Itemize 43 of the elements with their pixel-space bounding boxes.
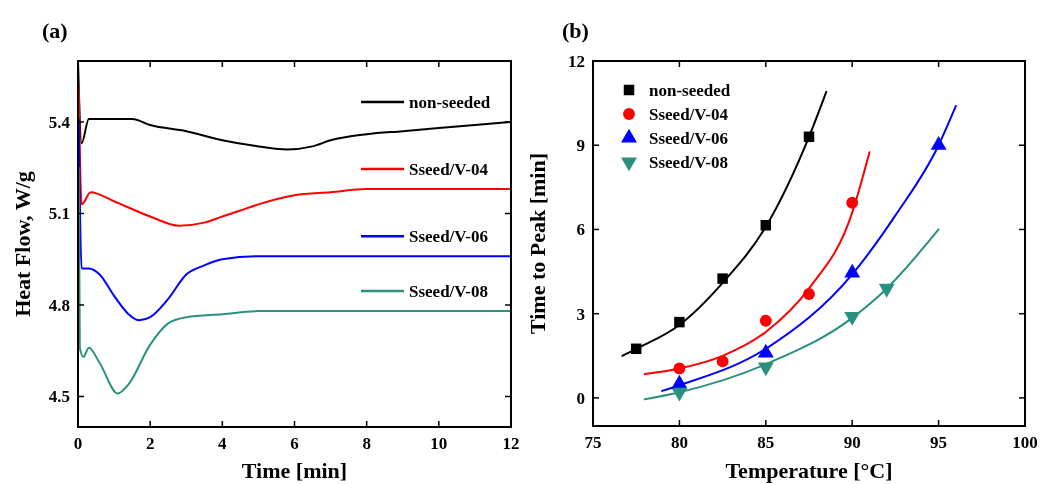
chart-title: (a): [42, 18, 68, 43]
y-axis-title: Heat Flow, W/g: [10, 171, 35, 317]
x-tick-label: 90: [843, 433, 861, 452]
y-tick-label: 6: [576, 220, 585, 240]
y-tick-label: 5.4: [48, 112, 71, 132]
legend-label: non-seeded: [409, 92, 491, 112]
line-series: [78, 84, 511, 227]
x-tick-label: 85: [757, 433, 775, 452]
line-series: [643, 151, 871, 376]
x-tick-label: 6: [290, 434, 299, 453]
y-tick-label: 5.1: [48, 204, 70, 224]
line-series: [78, 117, 511, 322]
legend-label: non-seeded: [649, 80, 731, 100]
legend-label: Sseed/V-06: [409, 227, 489, 247]
chart-title: (b): [562, 18, 589, 43]
x-tick-label: 2: [145, 434, 155, 453]
x-tick-label: 10: [430, 434, 448, 453]
legend-label: Sseed/V-08: [649, 152, 729, 172]
x-tick-label: 0: [73, 434, 83, 453]
x-tick-label: 8: [362, 434, 371, 453]
x-axis-title: Time [min]: [241, 458, 348, 483]
y-tick-label: 12: [568, 51, 585, 71]
x-tick-label: 100: [1012, 433, 1038, 452]
legend-label: Sseed/V-08: [409, 282, 489, 302]
point: [716, 355, 729, 368]
x-axis-title: Temperature [°C]: [725, 458, 893, 483]
x-tick-label: 12: [502, 434, 520, 453]
y-tick-label: 3: [576, 304, 585, 324]
y-axis-title: Time to Peak [min]: [525, 152, 550, 335]
line-series: [643, 228, 940, 401]
y-tick-label: 0: [576, 388, 585, 408]
x-tick-label: 75: [584, 433, 602, 452]
x-tick-label: 4: [218, 434, 228, 453]
x-tick-label: 80: [670, 433, 688, 452]
point: [759, 314, 772, 327]
legend-label: Sseed/V-04: [409, 160, 489, 180]
legend-label: Sseed/V-04: [649, 104, 729, 124]
y-tick-label: 4.8: [48, 295, 70, 315]
y-tick-label: 9: [576, 136, 585, 156]
x-tick-label: 95: [930, 433, 948, 452]
legend-label: Sseed/V-06: [649, 128, 729, 148]
point: [717, 273, 728, 284]
y-tick-label: 4.5: [48, 387, 70, 407]
